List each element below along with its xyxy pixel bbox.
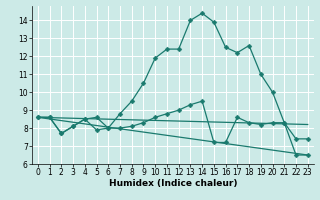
X-axis label: Humidex (Indice chaleur): Humidex (Indice chaleur) <box>108 179 237 188</box>
